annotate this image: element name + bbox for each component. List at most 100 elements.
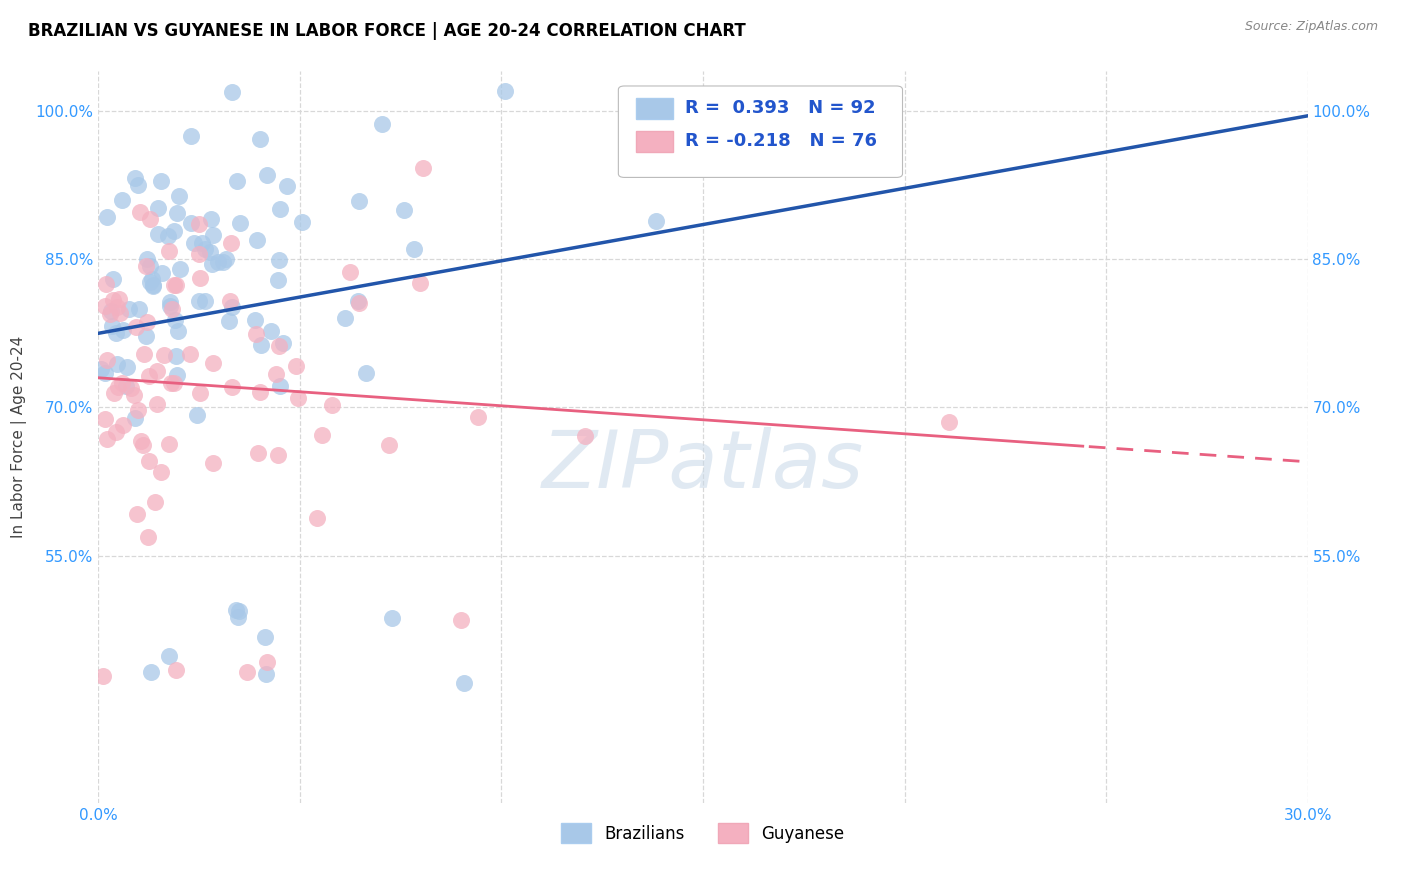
Point	[153, 348, 176, 362]
Point	[236, 665, 259, 680]
Point	[404, 242, 426, 256]
Point	[129, 434, 152, 448]
Point	[215, 252, 238, 266]
Point	[112, 418, 135, 433]
Point	[125, 319, 148, 334]
Point	[269, 252, 291, 267]
Point	[96, 353, 118, 368]
Point	[243, 312, 266, 326]
Point	[105, 300, 128, 314]
Point	[256, 655, 278, 669]
Point	[163, 278, 186, 293]
Text: R = -0.218   N = 76: R = -0.218 N = 76	[685, 132, 877, 150]
Point	[187, 246, 209, 260]
Point	[122, 388, 145, 402]
Point	[139, 212, 162, 227]
Point	[202, 228, 225, 243]
Point	[115, 360, 138, 375]
Point	[150, 266, 173, 280]
Point	[165, 349, 187, 363]
Point	[264, 367, 287, 381]
Point	[128, 301, 150, 316]
Point	[143, 494, 166, 508]
Point	[221, 85, 243, 99]
Point	[146, 364, 169, 378]
Text: BRAZILIAN VS GUYANESE IN LABOR FORCE | AGE 20-24 CORRELATION CHART: BRAZILIAN VS GUYANESE IN LABOR FORCE | A…	[28, 22, 745, 40]
Point	[269, 339, 291, 353]
Point	[127, 178, 149, 193]
Point	[321, 399, 343, 413]
FancyBboxPatch shape	[637, 98, 672, 119]
Point	[200, 211, 222, 226]
Point	[845, 122, 868, 136]
Point	[188, 217, 211, 231]
Point	[253, 630, 276, 644]
Point	[198, 245, 221, 260]
Point	[183, 236, 205, 251]
Point	[467, 409, 489, 424]
Point	[101, 293, 124, 307]
Point	[347, 296, 370, 310]
Point	[207, 255, 229, 269]
Point	[103, 385, 125, 400]
Point	[96, 432, 118, 446]
Point	[453, 676, 475, 690]
Point	[269, 202, 291, 216]
Point	[100, 304, 122, 318]
Point	[160, 302, 183, 317]
Point	[150, 465, 173, 479]
Point	[226, 610, 249, 624]
Point	[114, 379, 136, 393]
Point	[269, 378, 291, 392]
Point	[249, 132, 271, 146]
Point	[249, 384, 271, 399]
Point	[128, 205, 150, 219]
Point	[111, 194, 134, 208]
Point	[218, 294, 240, 309]
Point	[94, 277, 117, 292]
Text: ZIPatlas: ZIPatlas	[541, 427, 865, 506]
Point	[246, 446, 269, 460]
Point	[138, 259, 160, 273]
Point	[163, 224, 186, 238]
FancyBboxPatch shape	[637, 131, 672, 152]
Point	[311, 428, 333, 442]
Point	[225, 174, 247, 188]
Point	[219, 236, 242, 251]
Point	[190, 386, 212, 401]
Point	[132, 437, 155, 451]
Point	[104, 326, 127, 341]
Text: R =  0.393   N = 92: R = 0.393 N = 92	[685, 99, 876, 117]
Point	[256, 168, 278, 182]
Point	[146, 397, 169, 411]
Point	[339, 265, 361, 279]
Point	[259, 324, 281, 338]
Point	[135, 259, 157, 273]
Point	[142, 277, 165, 292]
Point	[371, 117, 394, 131]
Point	[225, 603, 247, 617]
Point	[138, 454, 160, 468]
Point	[167, 189, 190, 203]
Point	[291, 214, 314, 228]
Point	[166, 368, 188, 382]
Point	[211, 255, 233, 269]
Point	[408, 276, 430, 290]
Point	[165, 664, 187, 678]
Point	[98, 307, 121, 321]
Point	[574, 429, 596, 443]
Point	[276, 178, 298, 193]
Point	[201, 356, 224, 370]
Point	[180, 129, 202, 144]
Point	[938, 416, 960, 430]
FancyBboxPatch shape	[619, 86, 903, 178]
Point	[267, 448, 290, 462]
Point	[107, 379, 129, 393]
Point	[135, 315, 157, 329]
Point	[165, 278, 187, 293]
Point	[347, 194, 370, 209]
Point	[271, 336, 294, 351]
Point	[146, 201, 169, 215]
Point	[218, 314, 240, 328]
Point	[142, 278, 165, 293]
